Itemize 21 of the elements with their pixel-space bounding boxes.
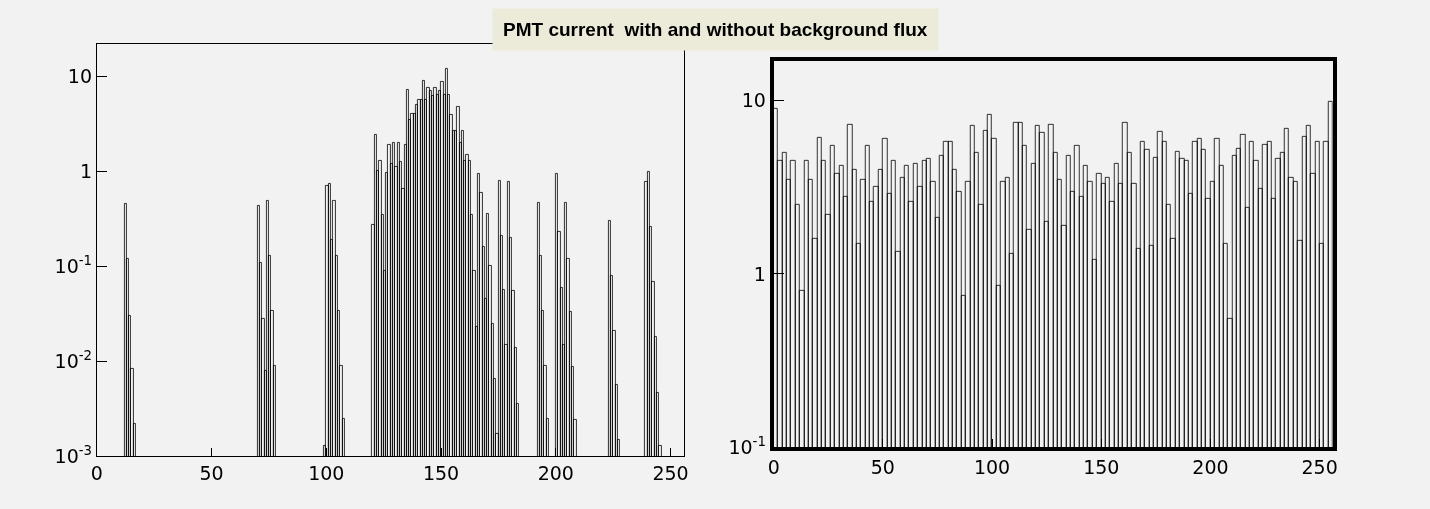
x-tick-label: 100 <box>973 456 1011 478</box>
y-tick-label: 10 <box>67 64 93 87</box>
y-tick-label: 10$^{-1}$ <box>728 433 766 458</box>
x-tick-label: 250 <box>1301 456 1338 478</box>
x-tick-label: 250 <box>652 461 689 484</box>
x-tick-label: 200 <box>1192 456 1229 478</box>
chart-title: PMT current with and without background flux <box>503 19 928 40</box>
y-tick-label: 10$^{-2}$ <box>54 347 93 372</box>
y-tick-label: 10$^{-1}$ <box>54 252 93 277</box>
x-tick-label: 150 <box>422 461 460 484</box>
y-tick-label: 1 <box>79 159 93 182</box>
x-tick-label: 50 <box>199 461 224 484</box>
x-tick-label: 50 <box>870 456 895 478</box>
y-tick-label: 10$^{-3}$ <box>54 442 93 467</box>
y-tick-label: 1 <box>753 262 766 285</box>
x-tick-label: 100 <box>308 461 345 484</box>
x-tick-label: 200 <box>537 461 574 484</box>
x-tick-label: 0 <box>767 456 780 478</box>
x-tick-label: 0 <box>90 461 103 484</box>
x-tick-label: 150 <box>1083 456 1120 478</box>
y-tick-label: 10 <box>741 89 766 112</box>
